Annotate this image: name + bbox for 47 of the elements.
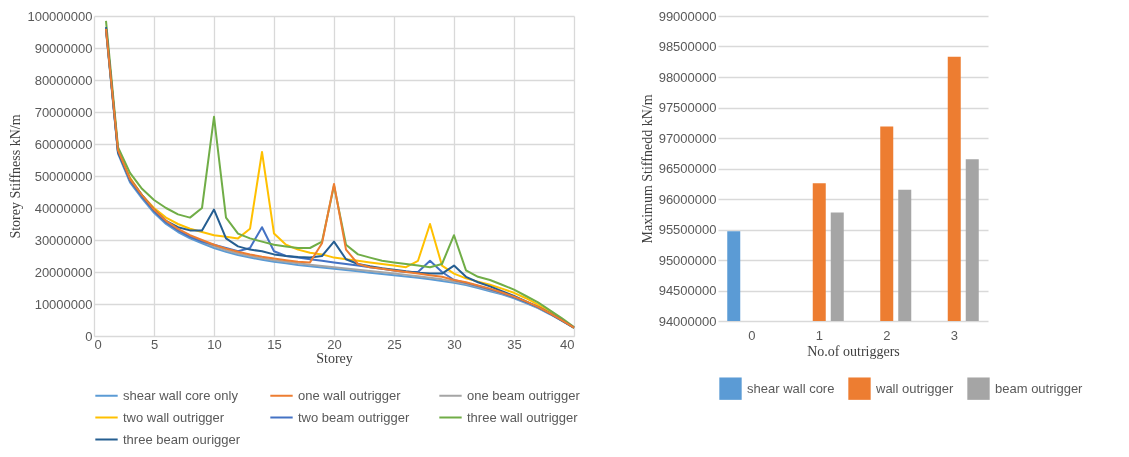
- legend-label: shear wall core only: [123, 387, 239, 403]
- x-tick-label: 5: [150, 336, 159, 352]
- y-tick-label: 96500000: [658, 161, 717, 176]
- y-axis-title: Storey Stiffness kN/m: [8, 114, 24, 239]
- legend-label: one beam outrigger: [467, 387, 581, 403]
- legend-label: two wall outrigger: [123, 409, 225, 425]
- x-tick-label: 10: [207, 336, 222, 352]
- y-tick-label: 96000000: [658, 191, 717, 207]
- y-tick-label: 99000000: [658, 8, 717, 24]
- y-tick-label: 50000000: [34, 168, 93, 184]
- x-tick-label: 25: [387, 336, 402, 352]
- x-tick-label: 30: [447, 336, 462, 352]
- x-tick-label: 15: [267, 336, 282, 352]
- legend-label: three beam ourigger: [123, 431, 241, 447]
- y-tick-label: 95000000: [658, 252, 717, 268]
- x-axis-title: No.of outriggers: [807, 343, 900, 359]
- y-tick-label: 98000000: [658, 69, 717, 85]
- x-tick-label: 20: [327, 336, 342, 352]
- x-tick-label: 40: [560, 336, 575, 352]
- x-tick-label: 35: [507, 336, 522, 352]
- legend-label: wall outrigger: [875, 380, 954, 396]
- y-tick-label: 30000000: [34, 232, 93, 248]
- y-tick-label: 90000000: [34, 40, 93, 56]
- x-tick-label: 3: [950, 327, 958, 343]
- x-tick-label: 2: [883, 327, 891, 343]
- legend-label: beam outrigger: [995, 380, 1084, 396]
- y-tick-label: 97000000: [658, 130, 717, 146]
- legend-label: three wall outrigger: [467, 409, 579, 425]
- y-tick-label: 94500000: [658, 283, 717, 298]
- y-tick-label: 20000000: [34, 264, 93, 280]
- x-tick-label: 0: [748, 327, 756, 343]
- x-axis-title: Storey: [316, 350, 353, 366]
- y-tick-label: 97500000: [658, 100, 717, 115]
- y-tick-label: 94000000: [658, 313, 717, 329]
- y-tick-label: 80000000: [34, 72, 93, 88]
- y-tick-label: 10000000: [34, 296, 93, 312]
- legend-label: two beam outrigger: [298, 409, 410, 425]
- y-tick-label: 60000000: [34, 136, 93, 152]
- y-tick-label: 40000000: [34, 200, 93, 216]
- y-axis-title: Maximum Stiffnedd kN/m: [639, 94, 655, 244]
- legend-label: one wall outrigger: [298, 387, 402, 403]
- legend-label: shear wall core: [747, 380, 835, 396]
- y-tick-label: 100000000: [27, 8, 93, 24]
- y-tick-label: 70000000: [34, 104, 93, 120]
- y-tick-label: 95500000: [658, 222, 717, 237]
- y-tick-label: 98500000: [658, 39, 717, 54]
- x-tick-label: 1: [815, 327, 823, 343]
